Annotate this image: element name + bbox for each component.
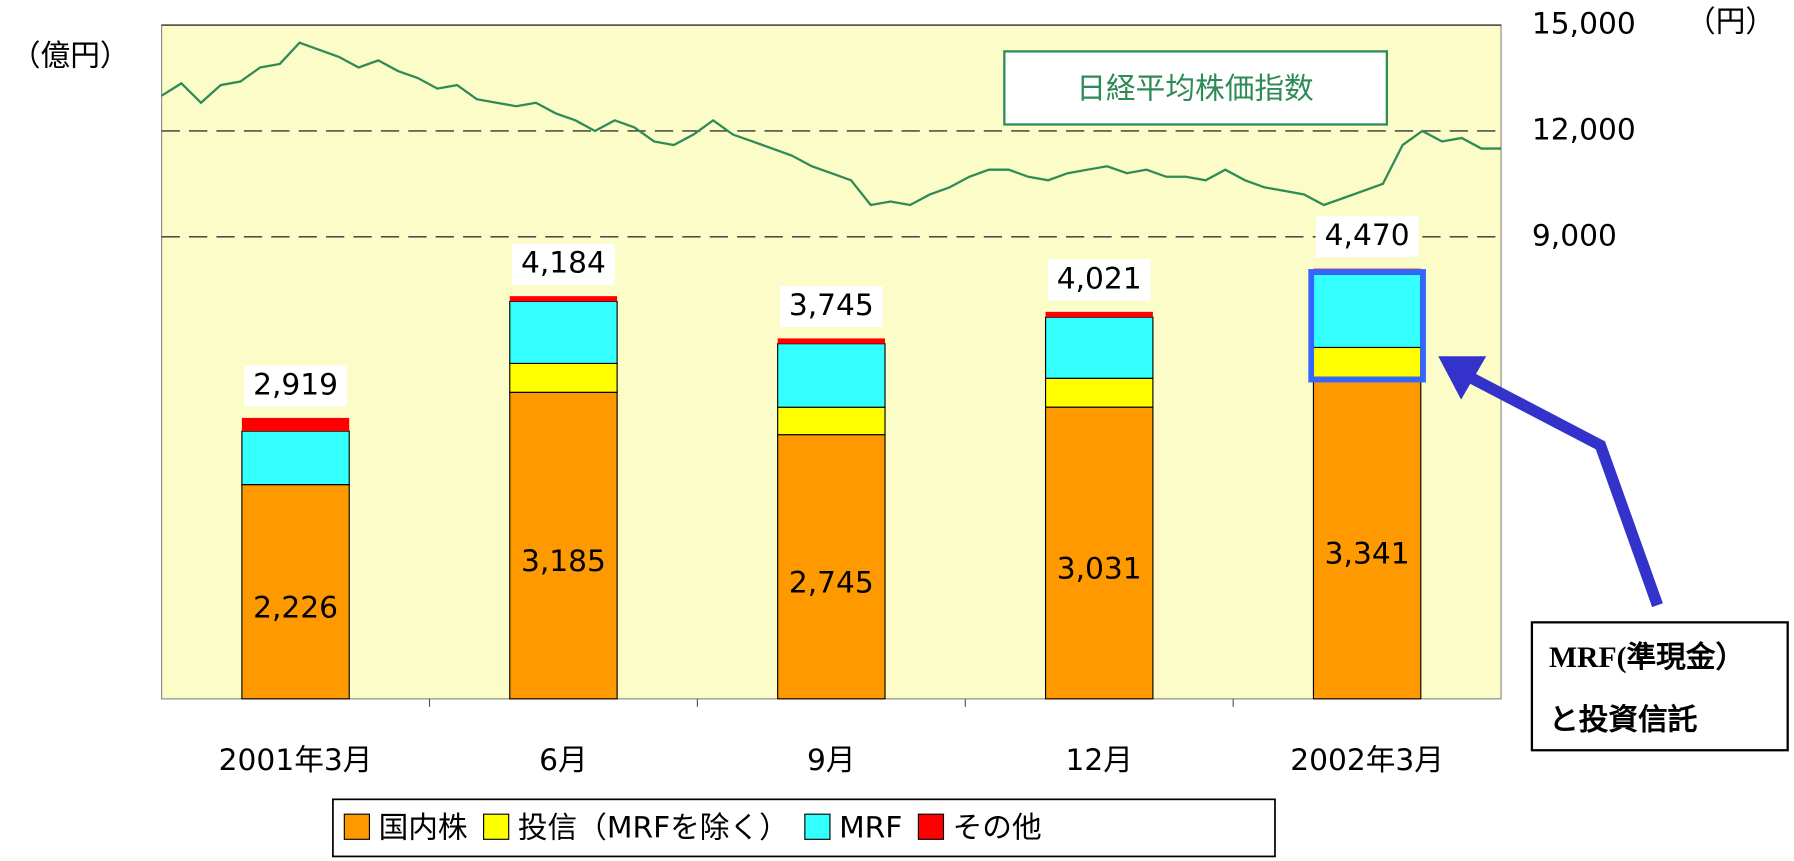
callout-text: と投資信託 xyxy=(1549,703,1698,737)
line-label: 日経平均株価指数 xyxy=(1076,71,1313,106)
y2-tick-label: 15,000 xyxy=(1532,6,1636,41)
total-label: 4,470 xyxy=(1325,217,1410,252)
total-label: 3,745 xyxy=(789,287,874,322)
legend-label: 国内株 xyxy=(379,810,468,845)
bar-segment xyxy=(1044,377,1154,408)
callout-text: MRF(準現金） xyxy=(1549,640,1745,674)
total-label-bg xyxy=(1315,216,1419,258)
x-tick-label: 2001年3月 xyxy=(219,742,373,777)
bar-segment xyxy=(777,343,886,408)
total-label: 4,184 xyxy=(521,245,606,280)
line xyxy=(161,41,1502,207)
legend-swatch xyxy=(917,813,945,840)
total-label: 2,919 xyxy=(253,366,338,401)
bar-segment xyxy=(777,338,886,344)
bar-segment xyxy=(241,484,350,700)
bar-segment xyxy=(1045,311,1153,318)
x-tick-label: 2002年3月 xyxy=(1290,742,1444,777)
bar-segment xyxy=(1044,406,1154,700)
data-label: 2,745 xyxy=(789,564,874,599)
legend-swatch xyxy=(483,813,510,840)
legend-label: その他 xyxy=(953,810,1042,845)
y2-tick-label: 12,000 xyxy=(1532,111,1636,146)
y2-tick-label: 9,000 xyxy=(1532,217,1617,252)
data-label: 3,341 xyxy=(1325,536,1410,571)
callout-arrow xyxy=(1466,371,1663,608)
total-label: 4,021 xyxy=(1057,260,1142,295)
total-label-bg xyxy=(512,243,615,285)
bar-segment xyxy=(1312,273,1422,349)
bar-segment xyxy=(1312,376,1422,700)
arrow-head xyxy=(1438,356,1487,400)
callout: MRF(準現金） と投資信託 xyxy=(1438,356,1789,752)
bar-segment xyxy=(509,362,618,393)
bar-segment xyxy=(241,417,350,432)
y2-axis-label: （円） xyxy=(1686,3,1775,38)
legend-swatch xyxy=(804,813,831,840)
total-label-bg xyxy=(779,285,883,327)
bar-segment xyxy=(1312,346,1422,378)
data-label: 3,031 xyxy=(1057,551,1142,586)
bar-segment xyxy=(777,406,886,436)
legend-swatch xyxy=(343,813,371,840)
data-label: 2,226 xyxy=(253,589,338,624)
x-tick-label: 12月 xyxy=(1066,742,1133,777)
y-axis-label: （億円） xyxy=(11,38,130,73)
total-label-bg xyxy=(1047,259,1151,301)
bar-segment xyxy=(777,434,886,700)
legend-box xyxy=(332,798,1276,858)
x-tick-label: 6月 xyxy=(539,742,588,777)
data-label: 3,185 xyxy=(521,543,606,578)
bar-segment xyxy=(509,300,618,365)
line-label-box xyxy=(1003,50,1389,126)
bar-segment xyxy=(1044,316,1154,379)
x-tick-label: 9月 xyxy=(807,742,856,777)
highlight xyxy=(1308,269,1426,383)
callout-box xyxy=(1530,621,1789,752)
total-label-bg xyxy=(244,365,347,407)
legend-label: MRF xyxy=(839,810,902,845)
legend-label: 投信（MRFを除く） xyxy=(518,810,789,845)
bar-segment xyxy=(241,430,350,486)
bar-segment xyxy=(509,296,618,302)
